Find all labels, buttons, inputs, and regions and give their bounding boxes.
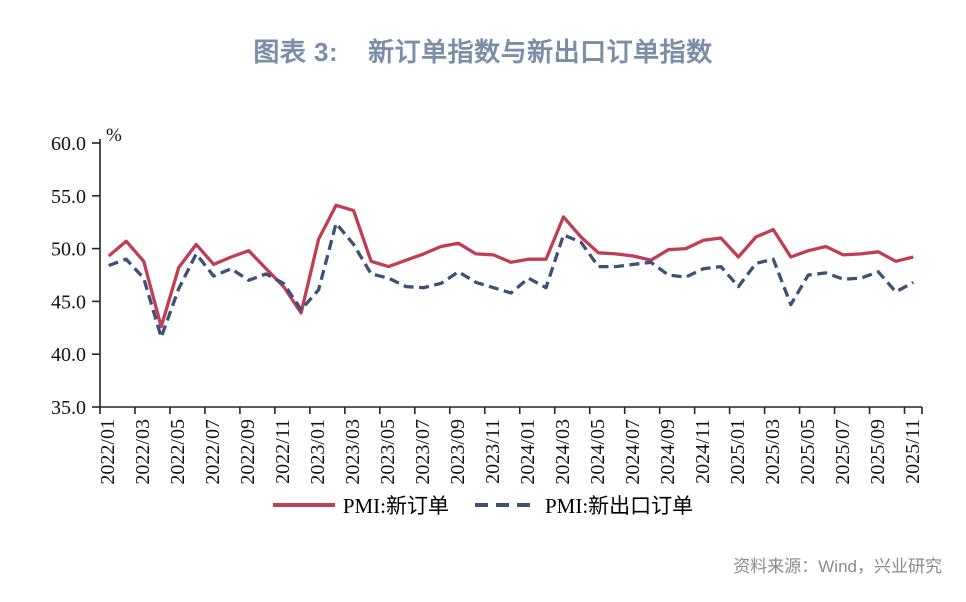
legend-item-new-export-orders: PMI:新出口订单 — [475, 490, 693, 520]
series-line-pmi-new-orders — [107, 203, 914, 329]
x-axis-label: 2023/01 — [307, 419, 329, 485]
chart-title-text: 新订单指数与新出口订单指数 — [368, 37, 713, 67]
chart-title: 图表 3: 新订单指数与新出口订单指数 — [0, 32, 966, 69]
x-axis-label: 2022/07 — [202, 419, 224, 485]
y-axis-label: 55.0 — [51, 186, 86, 208]
y-axis-label: 60.0 — [51, 133, 86, 155]
x-axis-label: 2024/05 — [587, 419, 609, 485]
x-axis-label: 2023/03 — [342, 419, 364, 485]
x-axis-label: 2025/03 — [762, 419, 784, 485]
legend-item-new-orders: PMI:新订单 — [272, 490, 449, 520]
x-axis-label: 2024/01 — [517, 419, 539, 485]
y-axis-unit-label: % — [106, 125, 122, 146]
x-axis-label: 2023/11 — [482, 419, 504, 484]
x-axis-label: 2022/09 — [237, 419, 259, 485]
x-axis-label: 2023/09 — [447, 419, 469, 485]
x-axis-label: 2024/09 — [657, 419, 679, 485]
dashed-line-swatch-icon — [475, 503, 537, 507]
legend-label-new-orders: PMI:新订单 — [342, 494, 449, 518]
x-axis-label: 2025/01 — [727, 419, 749, 485]
y-axis-label: 50.0 — [51, 239, 86, 261]
legend-label-new-export-orders: PMI:新出口订单 — [545, 494, 694, 518]
series-line-pmi-new-export-orders — [108, 221, 915, 339]
chart-number: 图表 3: — [253, 37, 339, 67]
chart-legend: PMI:新订单 PMI:新出口订单 — [0, 490, 966, 520]
x-axis-label: 2022/11 — [272, 419, 294, 484]
x-axis-label: 2025/09 — [867, 419, 889, 485]
y-axis-label: 35.0 — [51, 397, 86, 419]
x-axis-label: 2024/07 — [622, 419, 644, 485]
y-axis-label: 45.0 — [51, 291, 86, 313]
x-axis-label: 2024/03 — [552, 419, 574, 485]
x-axis-label: 2022/01 — [97, 419, 119, 485]
solid-line-swatch-icon — [272, 503, 335, 507]
x-axis-label: 2023/07 — [412, 419, 434, 485]
x-axis-label: 2025/05 — [797, 419, 819, 485]
x-axis-label: 2022/03 — [132, 419, 154, 485]
x-axis-label: 2022/05 — [167, 419, 189, 485]
source-note: 资料来源：Wind，兴业研究 — [733, 557, 942, 576]
y-axis-label: 40.0 — [51, 344, 86, 366]
x-axis-label: 2025/07 — [832, 419, 854, 485]
x-axis-label: 2023/05 — [377, 419, 399, 485]
x-axis-label: 2024/11 — [692, 419, 714, 484]
x-axis-label: 2025/11 — [902, 419, 924, 484]
